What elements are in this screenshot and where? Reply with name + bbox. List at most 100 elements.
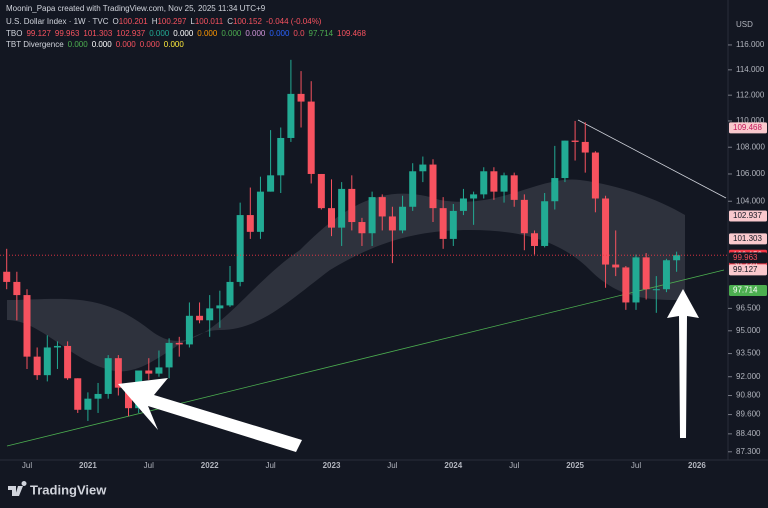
candle-body [662,260,670,290]
candle-body [632,257,640,303]
study-name: TBT Divergence [6,40,64,49]
study-value: 0.000 [173,29,194,38]
candle-body [23,295,31,357]
price-label: 102.937 [733,211,762,220]
candle-body [551,178,559,202]
symbol: U.S. Dollar Index · 1W · TVC [6,17,109,26]
candle-body [622,267,630,303]
candle-body [145,370,153,374]
price-label: 99.127 [733,265,758,274]
candle-body [3,271,11,282]
study-name: TBO [6,29,22,38]
candle-body [358,222,366,234]
study-value: 0.000 [164,40,185,49]
x-tick-label: Jul [387,461,397,470]
price-label-box [729,284,767,296]
candle-body [64,345,72,379]
candle-body [74,378,82,410]
study-value: 101.303 [83,29,112,38]
candle-body [571,140,579,142]
ohlc-value: 100.201 [119,17,148,26]
candle-body [602,198,610,265]
candle-body [287,93,295,138]
candle-body [348,188,356,223]
x-tick-label: Jul [509,461,519,470]
candle-body [226,281,234,306]
price-label-box [729,264,767,276]
candle-body [328,208,335,228]
x-tick-label: 2021 [79,461,97,470]
brand-logo: TradingView [8,481,107,497]
candle-body [185,315,193,345]
study-value: 99.127 [26,29,51,38]
cloud-band [7,179,685,372]
candle-body [125,387,132,409]
candle-body [338,188,346,228]
candle-body [673,255,681,261]
candle-body [368,197,376,234]
y-tick-label: 90.800 [736,391,761,400]
x-tick-label: 2026 [688,461,706,470]
candle-body [591,152,599,199]
ohlc-value: 100.152 [233,17,262,26]
candle-body [33,356,41,376]
candle-body [94,393,102,399]
study-value: 0.000 [197,29,218,38]
candle-body [510,175,518,200]
study-value: 102.937 [116,29,145,38]
candle-body [236,215,244,282]
candle-body [652,289,660,291]
change: -0.044 (-0.04%) [266,17,322,26]
legend-symbol-row: U.S. Dollar Index · 1W · TVC O100.201 H100… [6,17,322,26]
candle-body [642,257,650,290]
study-value: 0.000 [149,29,170,38]
study-value: 0.000 [245,29,266,38]
candle-body [114,358,122,388]
legend-study-row: TBO 99.127 99.963 101.303 102.937 0.000 0.000 0… [6,29,366,38]
study-value: 99.963 [55,29,80,38]
logo-icon [8,481,27,496]
price-label-sub: 3d 22h [733,259,757,268]
candle-body [277,137,285,176]
x-tick-label: Jul [265,461,275,470]
ohlc-value: 100.011 [195,17,224,26]
y-tick-label: 92.000 [736,372,761,381]
study-value: 0.0 [293,29,305,38]
study-value: 0.000 [92,40,113,49]
x-tick-label: 2024 [444,461,462,470]
price-label: 97.714 [733,286,758,295]
candle-body [196,315,204,321]
y-tick-label: 104.000 [736,196,765,205]
price-label: 101.303 [733,234,762,243]
candle-body [459,198,467,211]
arrow [118,378,302,452]
currency: USD [736,20,753,29]
y-tick-label: 114.000 [736,65,765,74]
price-label: 109.468 [733,123,762,132]
study-value: 0.000 [116,40,137,49]
y-tick-label: 116.000 [736,40,765,49]
candle-body [216,305,224,309]
candle-body [449,210,457,239]
candle-body [317,173,325,209]
y-tick-label: 108.000 [736,142,765,151]
study-value: 109.468 [337,29,366,38]
y-tick-label: 88.400 [736,429,761,438]
ohlc-key: H [152,17,158,26]
candle-body [165,342,173,368]
candle-body [104,358,112,394]
study-value: 97.714 [309,29,334,38]
candle-body [541,201,549,246]
candle-body [307,101,315,174]
candle-body [399,206,407,231]
price-label-box [729,233,767,245]
y-tick-label: 96.500 [736,303,761,312]
study-value: 0.000 [221,29,242,38]
ohlc-key: C [227,17,233,26]
candle-body [409,171,417,207]
arrow [667,289,699,438]
candle-body [470,194,478,199]
